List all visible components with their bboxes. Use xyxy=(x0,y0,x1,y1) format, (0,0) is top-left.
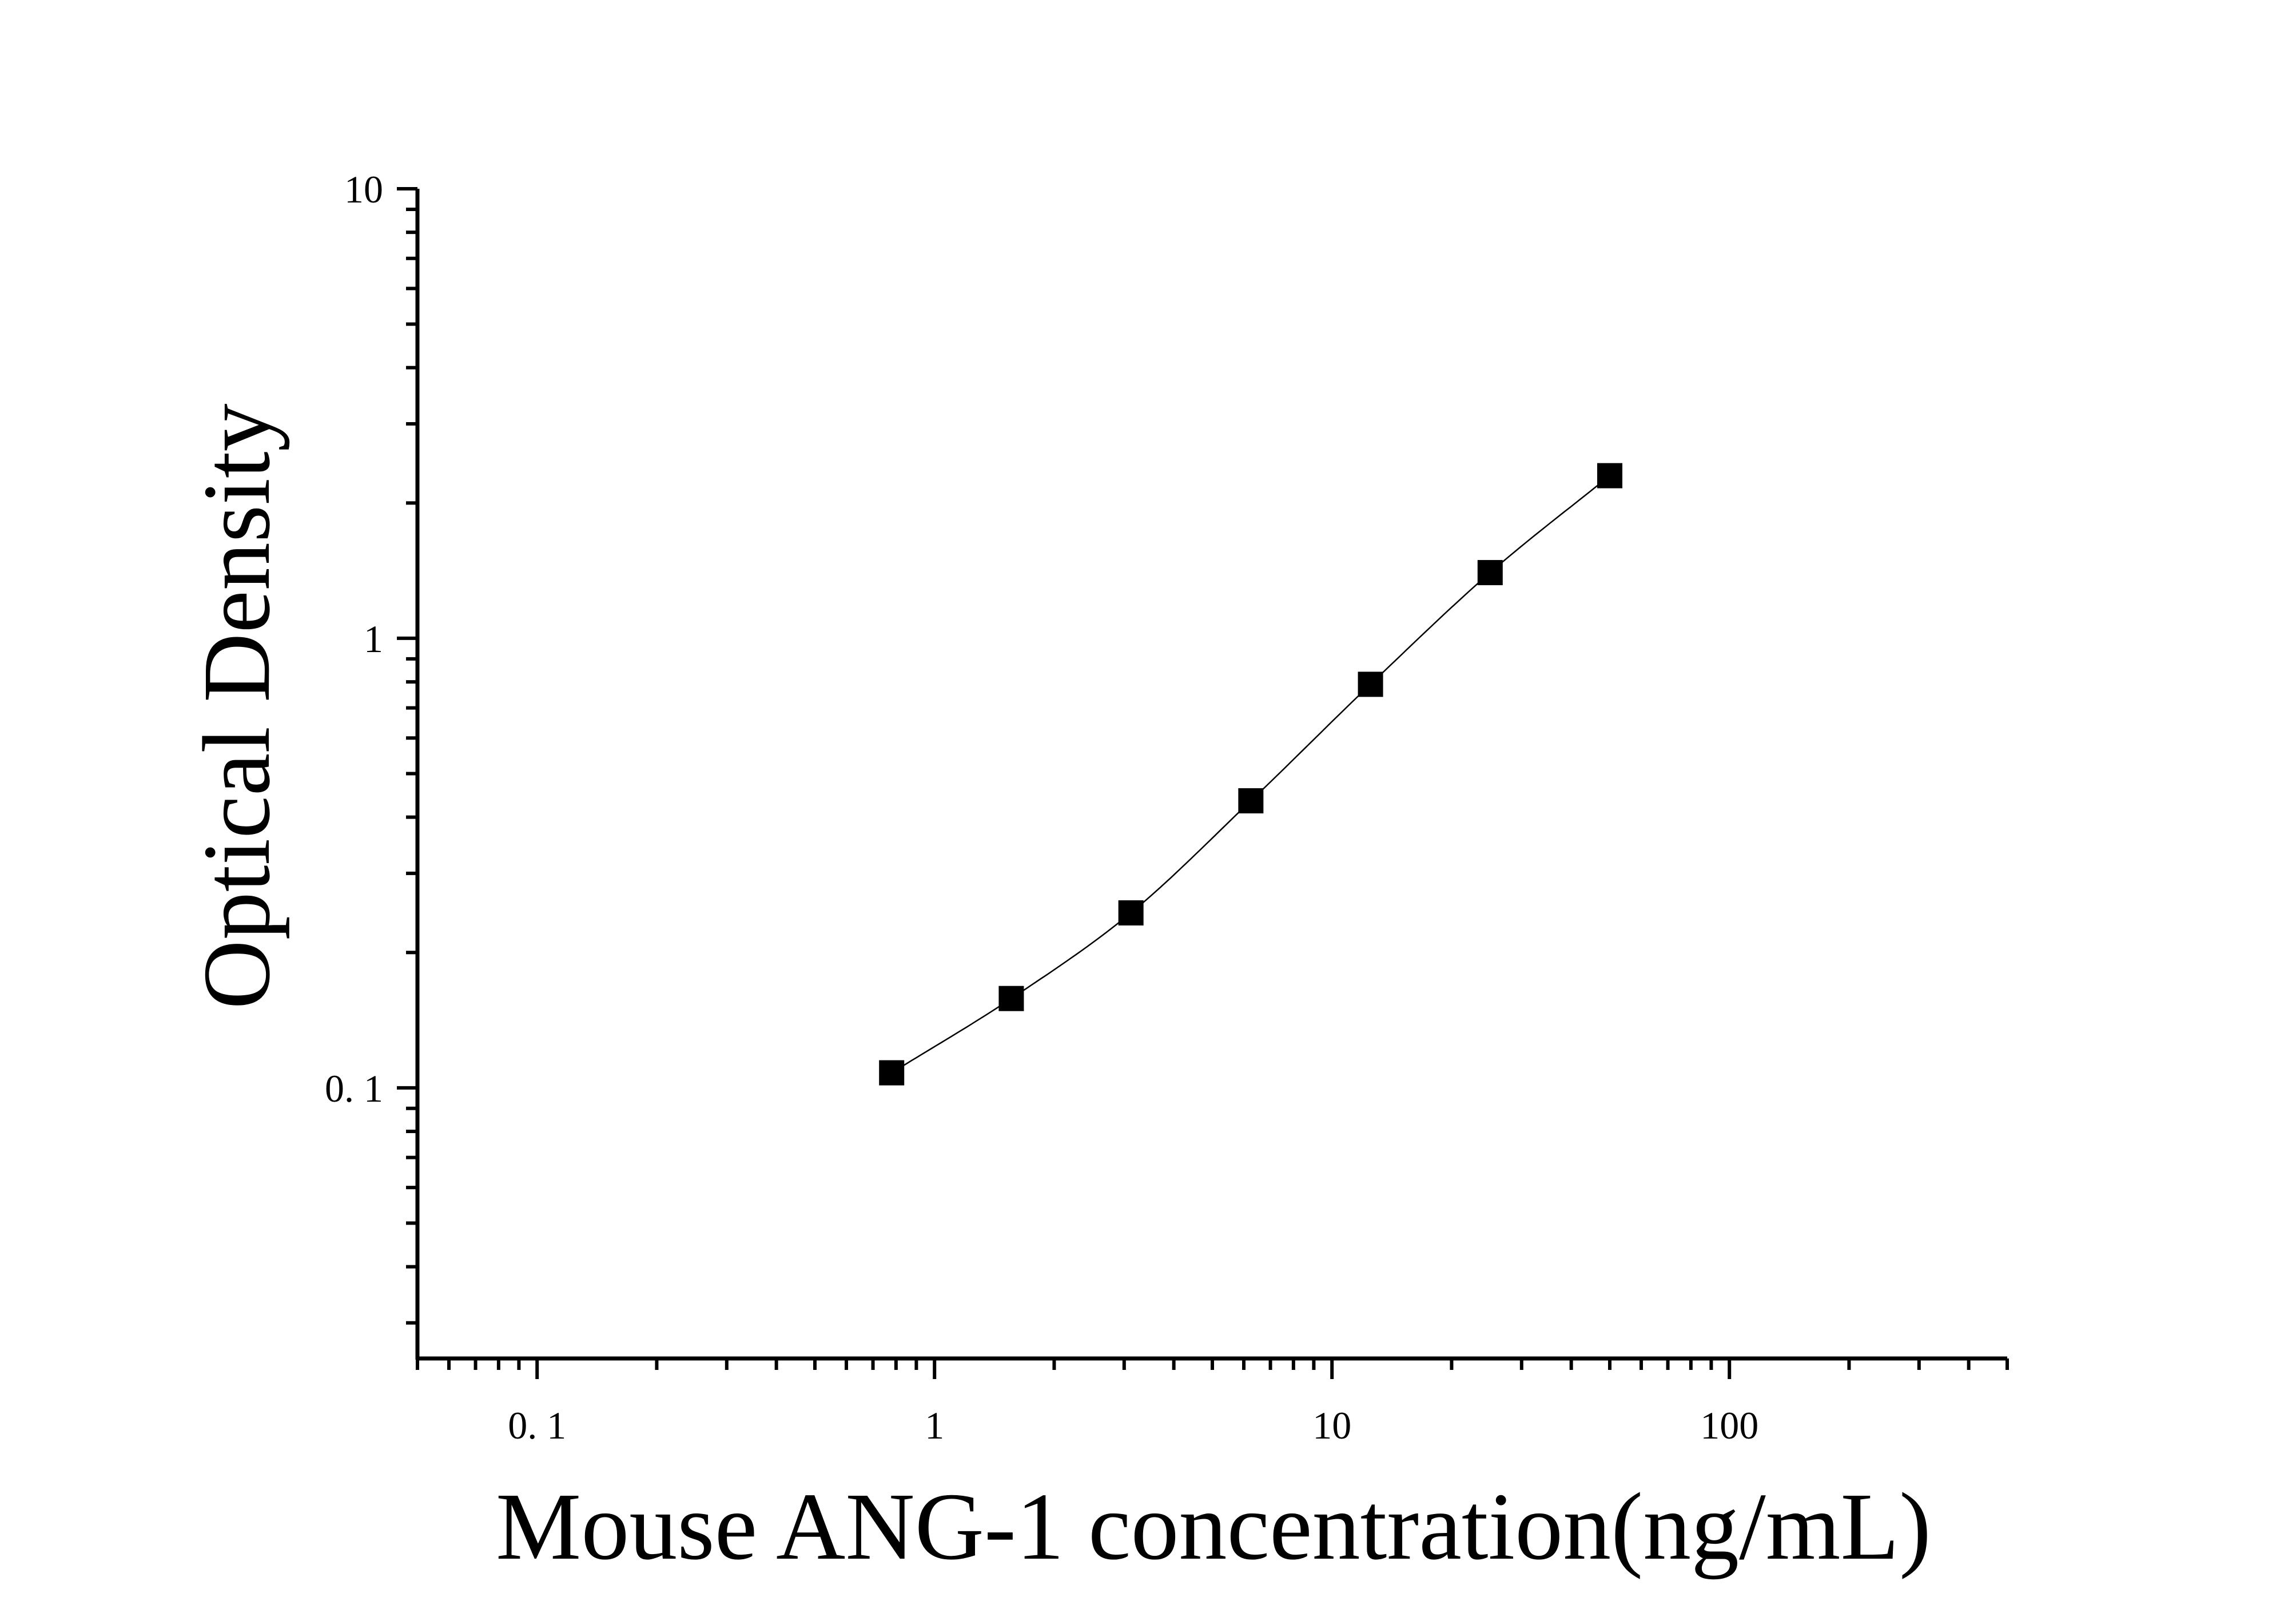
y-axis-ticks xyxy=(397,187,417,1325)
axes xyxy=(415,189,2007,1361)
data-point-square xyxy=(1358,672,1383,697)
x-tick-label: 0. 1 xyxy=(508,1404,566,1447)
data-point-square xyxy=(1597,463,1622,488)
x-tick-label: 10 xyxy=(1312,1404,1351,1447)
x-tick-label: 1 xyxy=(925,1404,944,1447)
y-axis-title: Optical Density xyxy=(184,403,290,1009)
data-point-square xyxy=(879,1060,905,1086)
data-point-square xyxy=(1477,560,1503,586)
y-tick-label: 1 xyxy=(364,617,383,661)
data-point-square xyxy=(1238,788,1264,814)
x-axis-ticks xyxy=(416,1358,2009,1379)
data-points xyxy=(879,463,1622,1086)
data-point-square xyxy=(998,986,1024,1011)
x-axis-title: Mouse ANG-1 concentration(ng/mL) xyxy=(496,1473,1931,1580)
data-point-square xyxy=(1118,900,1144,925)
y-tick-label: 0. 1 xyxy=(325,1067,383,1110)
y-axis-tick-labels: 0. 1 1 10 xyxy=(325,168,383,1110)
x-tick-label: 100 xyxy=(1700,1404,1758,1447)
y-tick-label: 10 xyxy=(344,168,383,211)
x-axis-tick-labels: 0. 1 1 10 100 xyxy=(508,1404,1758,1447)
